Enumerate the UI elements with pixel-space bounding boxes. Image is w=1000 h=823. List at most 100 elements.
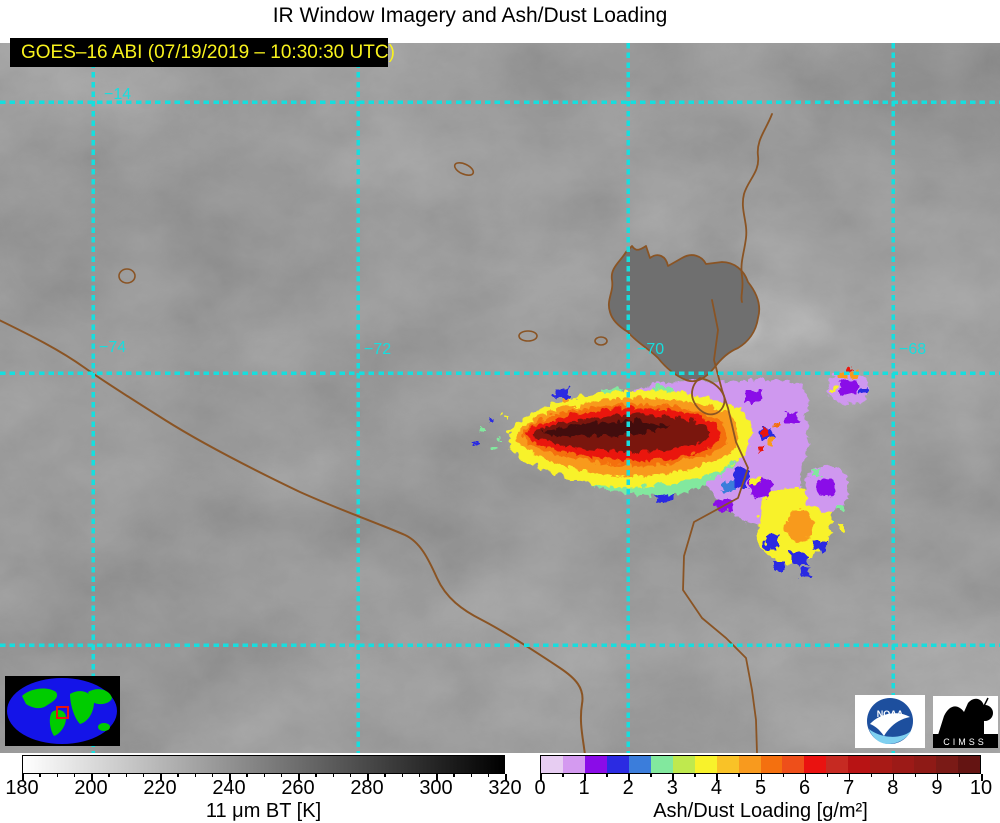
coastline-overlay bbox=[0, 113, 773, 753]
colorbar-tick-mark bbox=[211, 774, 214, 777]
colorbar-tick-mark bbox=[91, 774, 93, 781]
ash-colorbar-segment bbox=[936, 756, 959, 773]
ir-colorbar-label: 11 μm BT [K] bbox=[205, 800, 322, 822]
small-lake-1 bbox=[118, 268, 136, 284]
small-lake-3 bbox=[594, 336, 608, 346]
colorbar-tick-mark bbox=[349, 774, 352, 777]
ash-colorbar-segment bbox=[562, 756, 585, 773]
colorbar-tick-label: 7 bbox=[843, 777, 855, 799]
colorbar-tick-mark bbox=[177, 774, 179, 777]
ash-colorbar-segment bbox=[826, 756, 849, 773]
colorbar-tick-label: 1 bbox=[578, 777, 590, 799]
ash-colorbar-segment bbox=[738, 756, 761, 773]
cimss-logo: CIMSS bbox=[933, 696, 998, 748]
satellite-map: −14 −74 −72 −70 −68 NOAA CIMSS bbox=[0, 43, 1000, 753]
colorbar-tick-label: 220 bbox=[143, 777, 177, 799]
colorbar-tick-mark bbox=[782, 774, 785, 777]
small-lake-2 bbox=[518, 330, 538, 342]
colorbar-tick-mark bbox=[384, 774, 386, 777]
colorbar-tick-label: 5 bbox=[754, 777, 767, 799]
border-line bbox=[682, 299, 758, 753]
colorbar-tick-mark bbox=[870, 774, 873, 777]
ash-colorbar-segment bbox=[892, 756, 915, 773]
ash-colorbar-segment bbox=[716, 756, 739, 773]
colorbar-tick-mark bbox=[981, 774, 983, 781]
colorbar-tick-mark bbox=[73, 774, 76, 777]
ash-colorbar-segment bbox=[958, 756, 981, 773]
colorbar-tick-mark bbox=[562, 774, 564, 777]
river-line bbox=[740, 113, 773, 303]
colorbar-tick-mark bbox=[160, 774, 162, 781]
colorbar-tick-label: 3 bbox=[666, 777, 678, 799]
grid-labels: −14 −74 −72 −70 −68 bbox=[99, 86, 926, 358]
colorbar-tick-mark bbox=[332, 774, 334, 777]
ash-colorbar-segment bbox=[870, 756, 893, 773]
grid-label: −72 bbox=[364, 341, 391, 358]
locator-region-box bbox=[56, 706, 69, 719]
grid-label: −14 bbox=[104, 86, 131, 103]
ash-colorbar bbox=[540, 755, 981, 774]
ash-colorbar-label: Ash/Dust Loading [g/m²] bbox=[653, 800, 868, 822]
colorbar-tick-label: 6 bbox=[799, 777, 811, 799]
satellite-id-text: GOES–16 ABI (07/19/2019 – 10:30:30 UTC) bbox=[21, 41, 395, 63]
colorbar-tick-mark bbox=[505, 774, 507, 781]
colorbar-tick-mark bbox=[892, 774, 895, 781]
page-title: IR Window Imagery and Ash/Dust Loading bbox=[272, 4, 668, 27]
colorbar-tick-label: 10 bbox=[969, 777, 993, 799]
colorbar-tick-label: 300 bbox=[419, 777, 453, 799]
colorbar-tick-mark bbox=[418, 774, 421, 777]
colorbar-tick-label: 240 bbox=[212, 777, 246, 799]
colorbar-tick-label: 0 bbox=[534, 777, 546, 799]
colorbar-ticks bbox=[0, 774, 1000, 782]
lake-south-lobe bbox=[691, 377, 726, 416]
colorbar-tick-mark bbox=[470, 774, 472, 777]
colorbar-tick-mark bbox=[540, 774, 542, 781]
pacific-coastline bbox=[0, 319, 586, 753]
world-map-locator bbox=[5, 676, 120, 746]
colorbar-tick-label: 180 bbox=[5, 777, 39, 799]
ash-colorbar-segment bbox=[584, 756, 607, 773]
colorbar-tick-mark bbox=[229, 774, 231, 781]
colorbar-tick-label: 280 bbox=[350, 777, 384, 799]
colorbar-tick-label: 9 bbox=[931, 777, 943, 799]
grid-label: −70 bbox=[637, 341, 664, 358]
colorbar-tick-label: 320 bbox=[488, 777, 522, 799]
colorbar-tick-mark bbox=[367, 774, 369, 781]
colorbar-tick-mark bbox=[280, 774, 283, 777]
colorbar-tick-mark bbox=[584, 774, 586, 781]
colorbar-tick-mark bbox=[39, 774, 41, 777]
colorbar-tick-mark bbox=[263, 774, 265, 777]
ash-colorbar-segment bbox=[628, 756, 651, 773]
colorbar-tick-mark bbox=[738, 774, 740, 777]
ash-colorbar-segment bbox=[804, 756, 827, 773]
colorbar-tick-mark bbox=[694, 774, 696, 777]
small-island bbox=[453, 162, 475, 176]
colorbar-tick-mark bbox=[298, 774, 300, 781]
noaa-logo-text: NOAA bbox=[877, 709, 904, 719]
grid-label: −74 bbox=[99, 339, 126, 356]
colorbar-tick-mark bbox=[914, 774, 917, 777]
colorbar-tick-mark bbox=[108, 774, 110, 777]
colorbar-tick-mark bbox=[56, 774, 58, 777]
colorbar-tick-label: 260 bbox=[281, 777, 315, 799]
colorbar-tick-mark bbox=[436, 774, 438, 781]
colorbar-tick-mark bbox=[606, 774, 608, 777]
cimss-logo-text: CIMSS bbox=[943, 737, 987, 747]
ash-colorbar-segment bbox=[694, 756, 717, 773]
colorbar-tick-mark bbox=[936, 774, 939, 781]
grid-label: −68 bbox=[899, 341, 926, 358]
colorbar-tick-label: 8 bbox=[887, 777, 899, 799]
colorbar-tick-mark bbox=[672, 774, 674, 781]
colorbar-tick-mark bbox=[125, 774, 127, 777]
colorbar-tick-label: 4 bbox=[710, 777, 722, 799]
colorbar-tick-mark bbox=[194, 774, 196, 777]
colorbar-tick-mark bbox=[650, 774, 652, 777]
colorbar-tick-mark bbox=[142, 774, 145, 777]
ash-colorbar-segment bbox=[760, 756, 783, 773]
colorbar-tick-label: 200 bbox=[74, 777, 108, 799]
colorbar-tick-mark bbox=[453, 774, 455, 777]
colorbar-tick-labels: 180 200 220 240 260 280 300 320 0 1 2 3 4 5 6 7 8 9 10 bbox=[0, 777, 1000, 799]
colorbar-tick-mark bbox=[804, 774, 807, 781]
colorbar-tick-mark bbox=[246, 774, 248, 777]
